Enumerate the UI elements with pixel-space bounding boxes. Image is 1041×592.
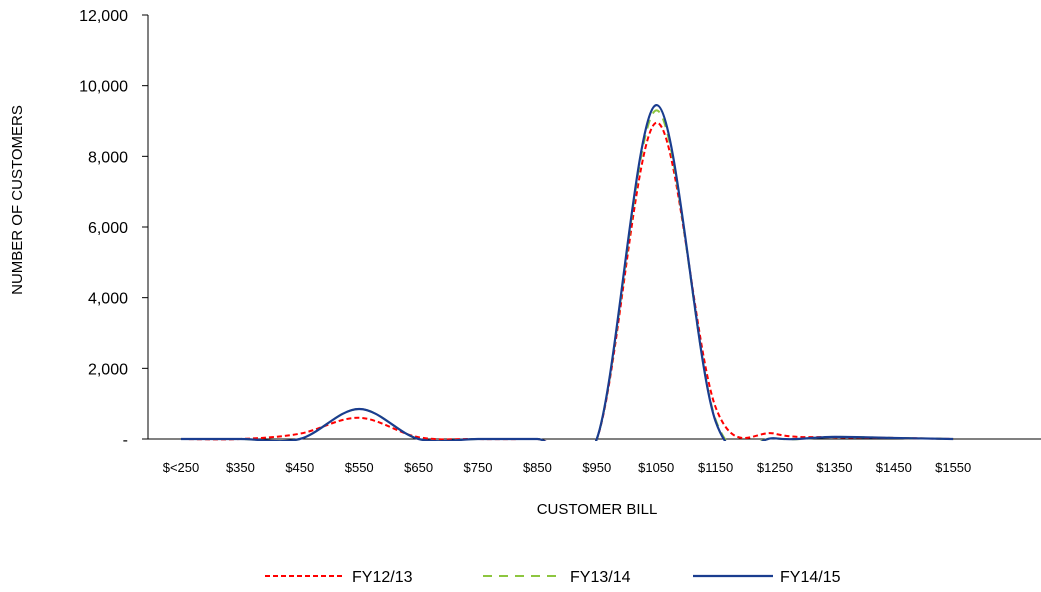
- x-tick-label: $1550: [935, 460, 971, 475]
- y-tick-label: 8,000: [88, 149, 128, 166]
- x-tick-label: $550: [345, 460, 374, 475]
- y-tick-label: 10,000: [79, 79, 128, 96]
- x-tick-label: $450: [285, 460, 314, 475]
- x-tick-label: $750: [464, 460, 493, 475]
- x-tick-label: $1250: [757, 460, 793, 475]
- legend: FY12/13 FY13/14 FY14/15: [265, 569, 841, 586]
- x-tick-label: $<250: [163, 460, 200, 475]
- y-axis-title: NUMBER OF CUSTOMERS: [9, 105, 26, 295]
- series-lines: [180, 104, 954, 441]
- legend-label: FY12/13: [352, 569, 413, 586]
- y-tick-label: -: [123, 432, 128, 449]
- y-axis: - 2,000 4,000 6,000 8,000 10,000 12,000: [79, 8, 149, 449]
- legend-label: FY14/15: [780, 569, 841, 586]
- series-line-fy13-14: [181, 109, 954, 441]
- series-line-fy12-13: [180, 121, 954, 441]
- legend-label: FY13/14: [570, 569, 631, 586]
- x-tick-label: $1350: [816, 460, 852, 475]
- y-tick-label: 6,000: [88, 220, 128, 237]
- x-tick-label: $1050: [638, 460, 674, 475]
- x-tick-label: $650: [404, 460, 433, 475]
- x-tick-label: $950: [582, 460, 611, 475]
- y-tick-label: 2,000: [88, 361, 128, 378]
- x-tick-label: $850: [523, 460, 552, 475]
- x-axis: $<250 $350 $450 $550 $650 $750 $850 $950 $1050 $1…: [148, 438, 1041, 475]
- series-line-fy14-15: [181, 104, 954, 441]
- x-tick-label: $1450: [876, 460, 912, 475]
- x-tick-label: $1150: [698, 460, 733, 475]
- y-tick-label: 4,000: [88, 291, 128, 308]
- y-tick-label: 12,000: [79, 8, 128, 25]
- x-axis-title: CUSTOMER BILL: [537, 501, 658, 518]
- x-tick-label: $350: [226, 460, 255, 475]
